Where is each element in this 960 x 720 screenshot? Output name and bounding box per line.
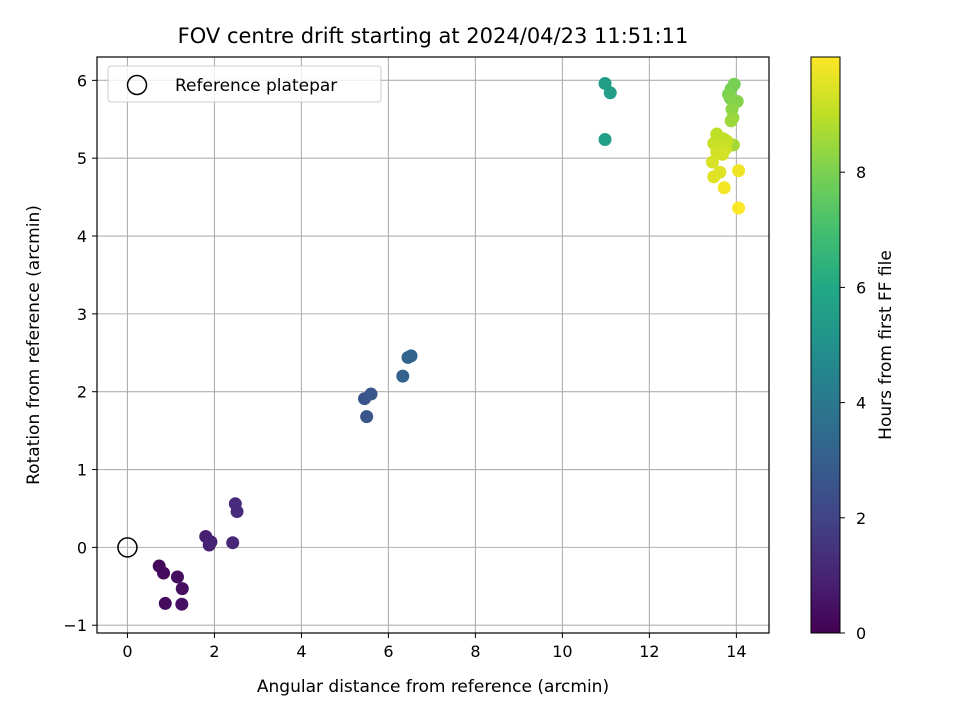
colorbar-label: Hours from first FF file [876, 250, 896, 440]
y-tick-label: 2 [77, 383, 87, 402]
reference-marker [117, 537, 138, 558]
x-tick-label: 6 [383, 642, 393, 661]
colorbar: 0 2 4 6 8 Hours from first FF file [810, 56, 896, 643]
y-tick-label: 1 [77, 461, 87, 480]
x-tick-label: 2 [209, 642, 219, 661]
data-point [715, 147, 729, 161]
y-tick-label: 6 [77, 71, 87, 90]
data-point [732, 164, 746, 178]
data-point [157, 566, 171, 580]
x-tick-label: 10 [552, 642, 572, 661]
data-point [170, 570, 184, 584]
colorbar-tick-label: 4 [856, 394, 866, 413]
colorbar-tick-label: 2 [856, 509, 866, 528]
grid [97, 57, 769, 633]
colorbar-ticks: 0 2 4 6 8 [840, 163, 866, 643]
data-point [598, 133, 612, 147]
data-point [717, 181, 731, 195]
data-point [204, 535, 218, 549]
y-tick-label: −1 [63, 616, 87, 635]
data-point [158, 596, 172, 610]
data-point [707, 170, 721, 184]
legend-marker [126, 74, 148, 96]
y-tick-label: 4 [77, 227, 87, 246]
legend-entry: Reference platepar [175, 76, 337, 96]
colorbar-gradient [810, 56, 841, 634]
y-tick-label: 5 [77, 149, 87, 168]
colorbar-tick-label: 8 [856, 163, 866, 182]
data-point [175, 597, 189, 611]
data-point [404, 349, 418, 363]
data-point [727, 77, 741, 91]
chart-title: FOV centre drift starting at 2024/04/23 … [178, 24, 689, 48]
x-axis-ticks: 0 2 4 6 8 10 12 14 [122, 633, 747, 661]
x-tick-label: 8 [470, 642, 480, 661]
legend: Reference platepar [107, 65, 382, 103]
plot-frame [96, 56, 770, 634]
y-tick-label: 0 [77, 538, 87, 557]
x-axis-label: Angular distance from reference (arcmin) [257, 677, 609, 697]
data-point [396, 369, 410, 383]
data-point [364, 387, 378, 401]
data-point [705, 155, 719, 169]
data-point [230, 505, 244, 519]
data-point [732, 201, 746, 215]
x-tick-label: 0 [122, 642, 132, 661]
y-axis-ticks: −1 0 1 2 3 4 5 6 [63, 71, 97, 635]
data-point [603, 86, 617, 100]
data-point [360, 410, 374, 424]
x-tick-label: 14 [726, 642, 746, 661]
data-points [117, 76, 746, 611]
y-axis-label: Rotation from reference (arcmin) [24, 205, 44, 485]
data-point [226, 536, 240, 550]
colorbar-tick-label: 6 [856, 278, 866, 297]
colorbar-tick-label: 0 [856, 624, 866, 643]
legend-box [107, 65, 382, 103]
x-tick-label: 4 [296, 642, 306, 661]
data-point [175, 582, 189, 596]
y-tick-label: 3 [77, 305, 87, 324]
x-tick-label: 12 [639, 642, 659, 661]
data-point [724, 114, 738, 128]
